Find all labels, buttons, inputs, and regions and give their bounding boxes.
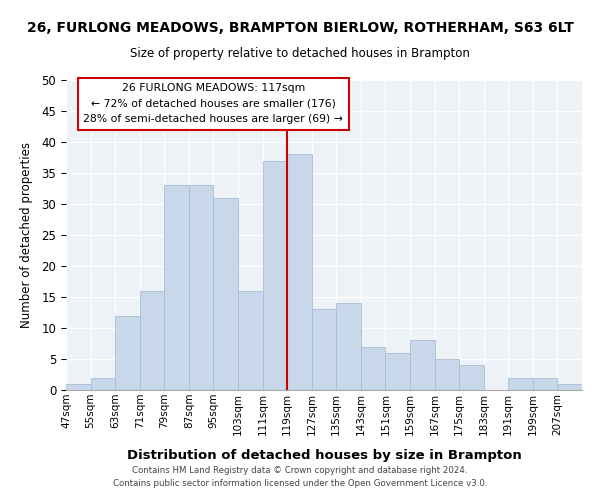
Bar (91, 378, 115, 390)
Bar (385, 353, 410, 390)
Bar (214, 198, 238, 390)
Bar (312, 310, 336, 390)
X-axis label: Distribution of detached houses by size in Brampton: Distribution of detached houses by size … (127, 449, 521, 462)
Bar (164, 186, 189, 390)
Bar (434, 359, 459, 390)
Bar (66, 384, 91, 390)
Text: 26, FURLONG MEADOWS, BRAMPTON BIERLOW, ROTHERHAM, S63 6LT: 26, FURLONG MEADOWS, BRAMPTON BIERLOW, R… (26, 21, 574, 35)
Text: 26 FURLONG MEADOWS: 117sqm
← 72% of detached houses are smaller (176)
28% of sem: 26 FURLONG MEADOWS: 117sqm ← 72% of deta… (83, 83, 343, 124)
Bar (189, 186, 214, 390)
Bar (238, 291, 263, 390)
Y-axis label: Number of detached properties: Number of detached properties (20, 142, 33, 328)
Bar (263, 160, 287, 390)
Text: Size of property relative to detached houses in Brampton: Size of property relative to detached ho… (130, 47, 470, 60)
Bar (508, 378, 533, 390)
Bar (140, 291, 164, 390)
Bar (410, 340, 434, 390)
Bar (287, 154, 312, 390)
Bar (361, 346, 385, 390)
Bar (533, 378, 557, 390)
Bar (557, 384, 582, 390)
Text: Contains HM Land Registry data © Crown copyright and database right 2024.
Contai: Contains HM Land Registry data © Crown c… (113, 466, 487, 487)
Bar (336, 303, 361, 390)
Bar (459, 365, 484, 390)
Bar (115, 316, 140, 390)
